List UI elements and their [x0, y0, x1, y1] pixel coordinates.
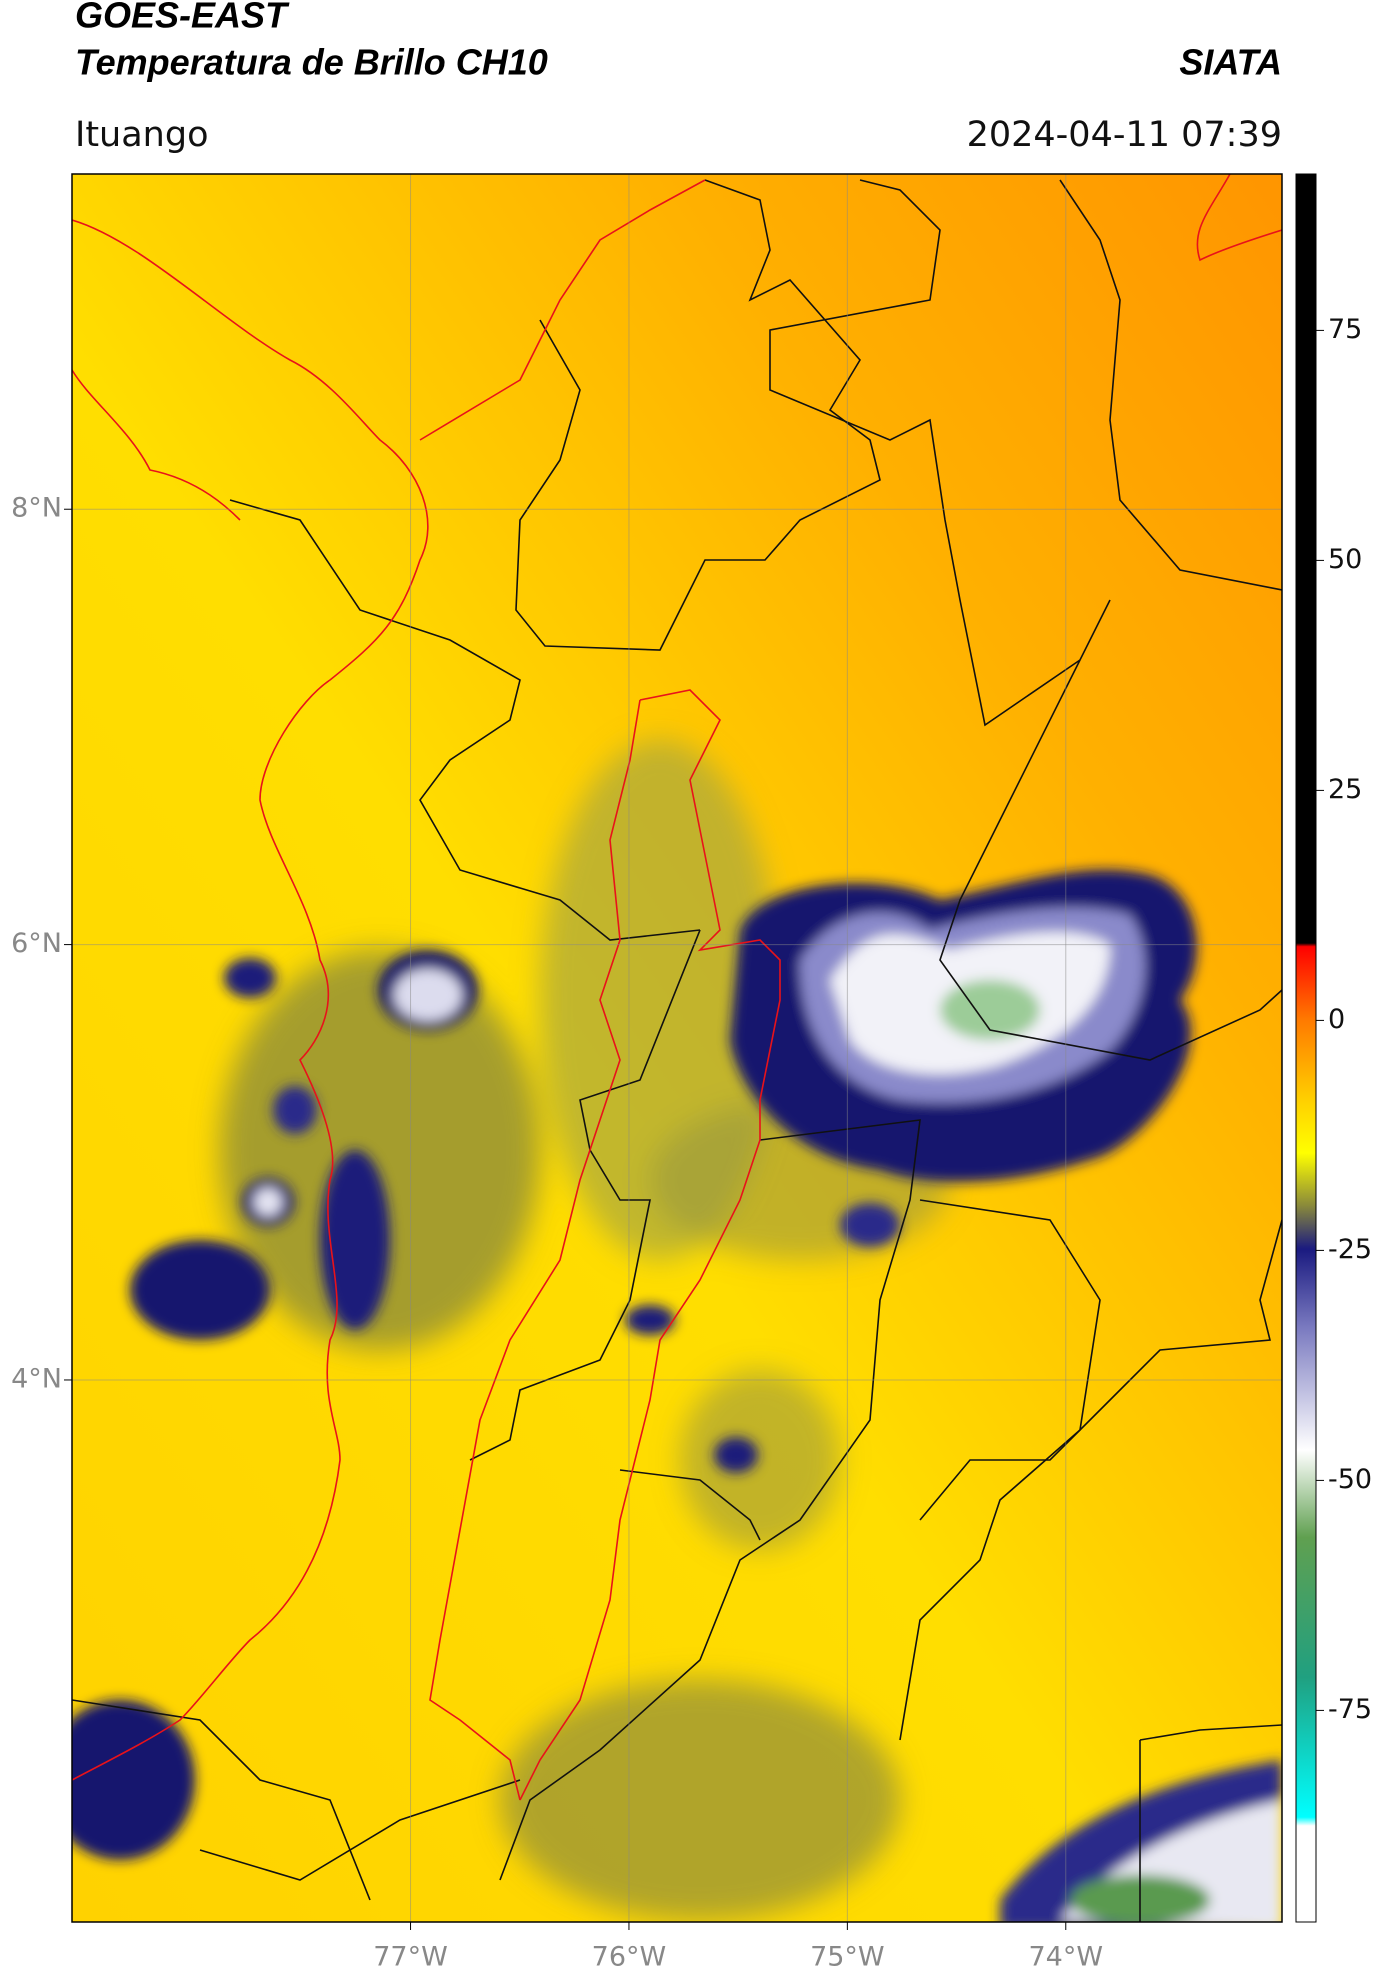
lon-tick-label: 76°W	[592, 1942, 667, 1973]
lat-tick-label: 8°N	[11, 493, 62, 524]
location: Ituango	[75, 115, 209, 155]
lon-tick-label: 74°W	[1028, 1942, 1103, 1973]
title: Temperatura de Brillo CH10	[75, 42, 548, 83]
coastline-and-limits	[72, 174, 1282, 1801]
lat-tick-label: 4°N	[11, 1363, 62, 1394]
lat-tick-label: 6°N	[11, 928, 62, 959]
cold-clouds	[72, 869, 1282, 1922]
cloud-field	[220, 740, 950, 1920]
map	[72, 174, 1282, 1922]
map-frame	[71, 173, 1283, 1923]
colorbar-tick-label: 75	[1328, 314, 1362, 345]
colorbar-tick-label: -25	[1328, 1234, 1372, 1265]
colorbar-tick-label: -75	[1328, 1694, 1372, 1725]
lon-tick-label: 75°W	[810, 1942, 885, 1973]
colorbar-tick-label: -50	[1328, 1464, 1372, 1495]
tick-labels: 77°W 76°W 75°W 74°W 8°N 6°N 4°N 75 50 25 0 -25 -50 -7…	[11, 314, 1372, 1973]
source: SIATA	[1179, 42, 1282, 83]
colorbar	[1295, 173, 1317, 1923]
borders	[72, 179, 1282, 1922]
graticule	[72, 174, 1282, 1922]
colorbar-tick-label: 25	[1328, 774, 1362, 805]
colorbar-tick-label: 50	[1328, 544, 1362, 575]
lon-tick-label: 77°W	[373, 1942, 448, 1973]
timestamp: 2024-04-11 07:39	[967, 115, 1282, 155]
colorbar-tick-label: 0	[1328, 1004, 1345, 1035]
title: GOES-EAST	[75, 0, 290, 36]
